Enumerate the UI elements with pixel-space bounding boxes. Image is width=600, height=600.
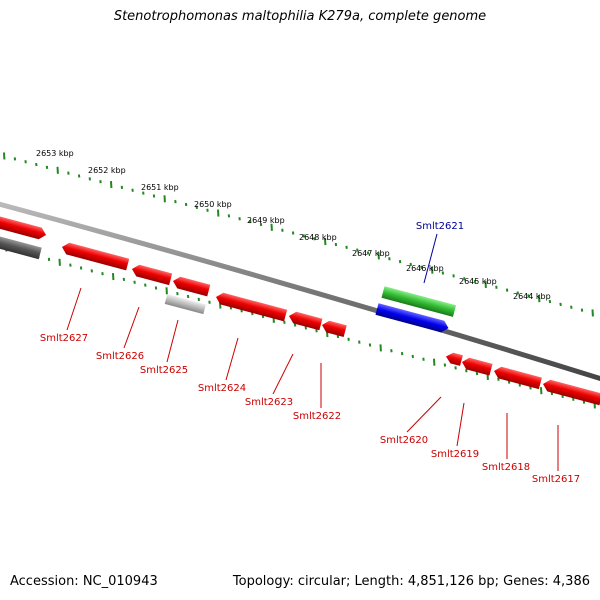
cds-feature[interactable] [171,275,211,297]
tick-label: 2648 kbp [299,233,337,242]
tick-label: 2646 kbp [406,264,444,273]
gene-label-smlt2621[interactable]: Smlt2621 [416,221,464,284]
gene-label-text: Smlt2618 [482,462,530,473]
dark-feature[interactable] [0,234,42,260]
gene-label-smlt2619[interactable]: Smlt2619 [431,402,479,460]
green-feature-shape [381,286,457,317]
cds-feature-shape [0,214,47,240]
gene-label-smlt2622[interactable]: Smlt2622 [293,363,341,422]
cds-feature-shape [322,320,347,337]
gene-label-text: Smlt2617 [532,474,580,485]
cds-feature[interactable] [287,310,323,331]
leader-line [272,353,294,395]
blue-feature-shape [375,303,449,333]
map-title: Stenotrophomonas maltophilia K279a, comp… [113,9,487,24]
gene-label-smlt2623[interactable]: Smlt2623 [245,353,294,408]
genome-backbone [0,201,600,382]
gene-label-text: Smlt2623 [245,397,293,408]
cds-feature-shape [494,366,542,390]
leader-line [66,287,82,331]
leader-line [406,396,442,433]
tick-label: 2653 kbp [36,149,74,158]
tick-label: 2649 kbp [247,216,285,225]
gene-label-smlt2618[interactable]: Smlt2618 [482,413,530,473]
cds-feature[interactable] [60,241,130,271]
tick-label: 2650 kbp [194,200,232,209]
gene-label-text: Smlt2624 [198,383,246,394]
tick-label: 2647 kbp [352,249,390,258]
gene-label-text: Smlt2621 [416,221,464,232]
grey-feature-shape [164,294,206,315]
gene-label-smlt2625[interactable]: Smlt2625 [140,319,188,376]
topology-text: Topology: circular; Length: 4,851,126 bp… [232,574,590,589]
tick-label: 2645 kbp [459,277,497,286]
tick-label: 2644 kbp [513,292,551,301]
gene-label-text: Smlt2620 [380,435,428,446]
inner-tick-track [5,244,596,409]
cds-feature[interactable] [214,291,288,322]
tick-label: 2652 kbp [88,166,126,175]
leader-line [166,319,179,363]
cds-feature-shape [173,276,211,297]
leader-line [225,337,239,381]
cds-feature-shape [62,242,130,271]
accession-text: Accession: NC_010943 [10,574,158,589]
gene-label-text: Smlt2622 [293,411,341,422]
cds-feature[interactable] [460,356,493,376]
cds-feature[interactable] [0,214,48,241]
gene-features [0,214,600,406]
cds-feature-shape [289,311,323,331]
gene-label-smlt2624[interactable]: Smlt2624 [198,337,246,394]
cds-feature[interactable] [445,351,463,366]
grey-feature[interactable] [164,294,206,315]
dark-feature-shape [0,234,42,260]
tick-label: 2651 kbp [141,183,179,192]
cds-feature[interactable] [541,378,600,406]
gene-label-text: Smlt2625 [140,365,188,376]
genome-backbone-line [0,201,600,382]
cds-feature-shape [462,357,493,376]
gene-label-smlt2620[interactable]: Smlt2620 [380,396,442,446]
outer-tick-track [3,152,594,317]
gene-label-smlt2627[interactable]: Smlt2627 [40,287,88,344]
gene-label-text: Smlt2626 [96,351,144,362]
cds-feature-shape [446,352,463,366]
gene-labels: Smlt2621 Smlt2627 Smlt2626 Smlt2625 Smlt2624… [40,221,580,485]
cds-feature-shape [216,292,288,322]
cds-feature[interactable] [130,263,173,286]
leader-line [123,306,140,349]
green-feature[interactable] [381,286,457,317]
gene-label-text: Smlt2627 [40,333,88,344]
gene-label-smlt2626[interactable]: Smlt2626 [96,306,144,362]
cds-feature[interactable] [320,319,347,337]
gene-label-smlt2617[interactable]: Smlt2617 [532,425,580,485]
blue-feature[interactable] [375,303,450,334]
leader-line [456,402,465,447]
cds-feature-shape [543,379,600,406]
cds-feature[interactable] [492,365,542,390]
cds-feature-shape [132,264,173,286]
gene-label-text: Smlt2619 [431,449,479,460]
scale-ticks: 2653 kbp 2652 kbp 2651 kbp 2650 kbp 2649 kbp… [3,149,596,409]
leader-line [423,233,438,284]
